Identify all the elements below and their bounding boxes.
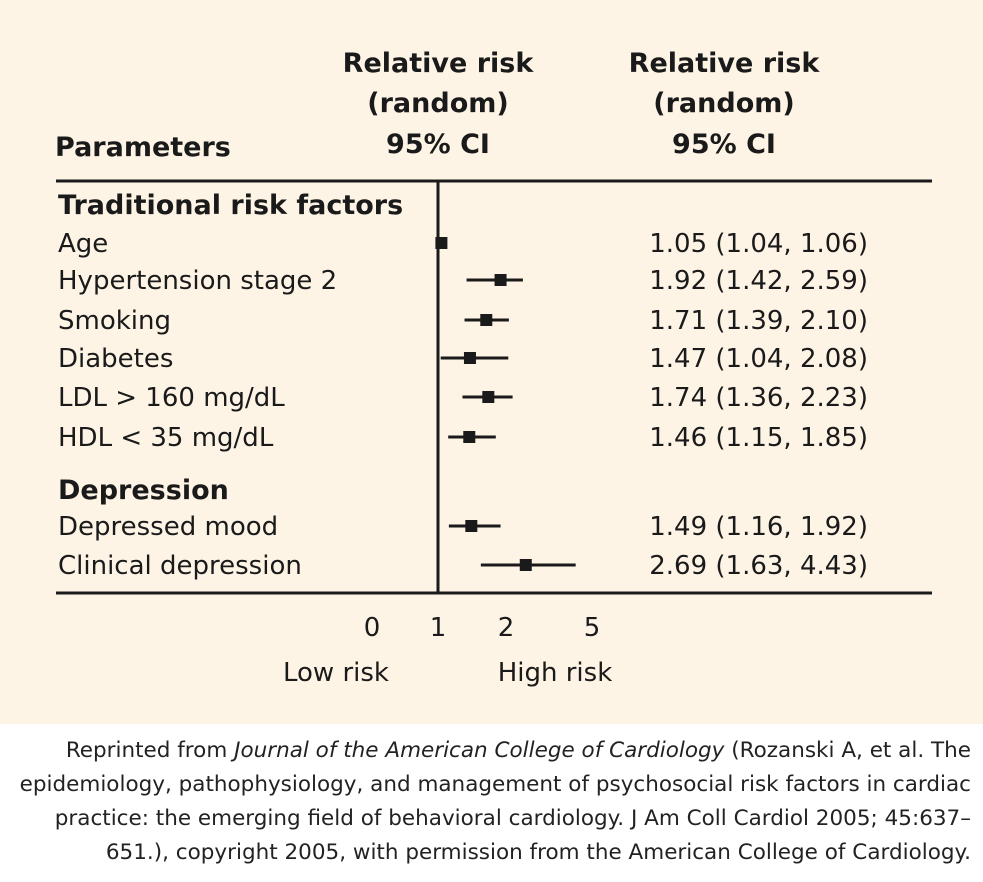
row-value: 1.74 (1.36, 2.23) [649,383,868,413]
value-header-line-1: Relative risk [629,48,821,79]
row-value: 1.46 (1.15, 1.85) [649,423,868,453]
figure-caption: Reprinted from Journal of the American C… [11,734,971,870]
row-label: Diabetes [58,344,173,374]
point-estimate-marker [435,237,448,249]
row-label: HDL < 35 mg/dL [58,423,274,453]
plot-header-line-1: Relative risk [343,48,535,79]
caption-rest: (Rozanski A, et al. The epidemiology, pa… [19,738,971,865]
x-tick-label: 5 [584,613,601,643]
row-value: 1.71 (1.39, 2.10) [649,306,868,336]
point-estimate-marker [465,520,478,532]
row-value: 1.49 (1.16, 1.92) [649,512,868,542]
point-estimate-marker [494,274,507,286]
row-label: Depressed mood [58,512,278,542]
forest-plot-figure: Relative risk (random) 95% CI Relative risk… [0,0,983,724]
x-tick-label: 1 [430,613,447,643]
group-heading: Traditional risk factors [58,190,403,221]
row-label: LDL > 160 mg/dL [58,383,285,413]
parameters-header: Parameters [55,132,231,163]
row-label: Clinical depression [58,551,302,581]
plot-header-line-3: 95% CI [386,129,490,160]
high-risk-label: High risk [498,658,613,688]
point-estimate-marker [463,431,476,443]
caption-prefix: Reprinted from [65,738,235,763]
value-header-line-2: (random) [653,88,794,119]
point-estimate-marker [480,314,493,326]
point-estimate-marker [463,352,476,364]
row-value: 1.47 (1.04, 2.08) [649,344,868,374]
x-tick-label: 2 [498,613,515,643]
row-label: Hypertension stage 2 [58,266,337,296]
caption-journal: Journal of the American College of Cardi… [234,738,725,763]
point-estimate-marker [482,391,495,403]
low-risk-label: Low risk [283,658,389,688]
row-value: 2.69 (1.63, 4.43) [649,551,868,581]
value-header-line-3: 95% CI [672,129,776,160]
row-value: 1.05 (1.04, 1.06) [649,229,868,259]
row-label: Age [58,229,108,259]
row-value: 1.92 (1.42, 2.59) [649,266,868,296]
group-heading: Depression [58,475,229,506]
plot-header-line-2: (random) [367,88,508,119]
x-tick-label: 0 [364,613,381,643]
point-estimate-marker [519,559,532,571]
row-label: Smoking [58,306,171,336]
forest-plot-chart: Relative risk (random) 95% CI Relative risk… [55,48,932,688]
